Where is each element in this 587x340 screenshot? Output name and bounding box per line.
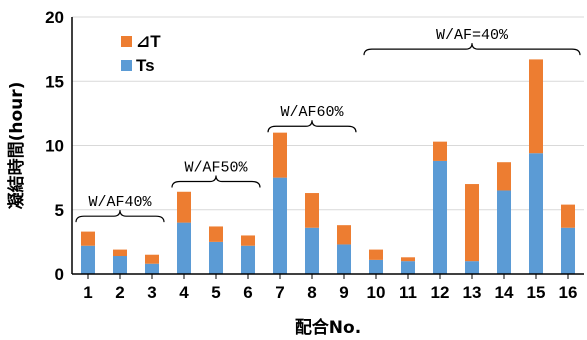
x-tick-label: 12 — [431, 283, 450, 302]
x-tick-label: 2 — [115, 283, 124, 302]
x-tick-label: 10 — [367, 283, 386, 302]
bar-ts — [145, 263, 159, 274]
bar-delta-t — [81, 231, 95, 246]
x-tick-label: 14 — [495, 283, 514, 302]
bar-ts — [465, 261, 479, 274]
bar-delta-t — [337, 225, 351, 245]
bar-delta-t — [529, 59, 543, 154]
bar-delta-t — [433, 141, 447, 161]
bar-ts — [113, 256, 127, 274]
bar-ts — [273, 177, 287, 274]
x-tick-label: 9 — [339, 283, 348, 302]
bar-delta-t — [561, 204, 575, 228]
bar-ts — [305, 227, 319, 274]
bar-ts — [241, 245, 255, 274]
annotation-bracket — [267, 120, 357, 133]
annotation-label: W/AF40% — [88, 194, 152, 211]
annotation-bracket — [363, 43, 581, 56]
x-axis-title: 配合No. — [295, 317, 361, 338]
annotation-label: W/AF50% — [184, 159, 248, 176]
bar-delta-t — [177, 191, 191, 223]
x-tick-label: 7 — [275, 283, 284, 302]
legend-swatch — [121, 36, 132, 47]
legend-label: Ts — [136, 56, 155, 75]
bar-delta-t — [209, 226, 223, 242]
bar-ts — [81, 245, 95, 274]
bar-delta-t — [241, 235, 255, 246]
annotation-bracket — [171, 175, 261, 188]
bar-ts — [369, 259, 383, 274]
y-tick-label: 20 — [45, 8, 64, 27]
bar-delta-t — [305, 193, 319, 228]
bar-delta-t — [369, 249, 383, 260]
bar-delta-t — [465, 184, 479, 262]
y-tick-label: 10 — [45, 137, 64, 156]
y-tick-label: 5 — [55, 201, 64, 220]
bar-ts — [209, 241, 223, 274]
x-tick-label: 8 — [307, 283, 316, 302]
annotation-label: W/AF60% — [280, 104, 344, 121]
x-tick-label: 1 — [83, 283, 92, 302]
annotation-label: W/AF=40% — [436, 27, 509, 44]
bar-delta-t — [273, 132, 287, 178]
annotations: W/AF40% W/AF50% W/AF60% W/AF=40% — [75, 27, 581, 223]
x-tick-label: 11 — [399, 283, 417, 302]
bar-ts — [561, 227, 575, 274]
x-tick-label: 5 — [211, 283, 220, 302]
annotation-bracket — [75, 210, 165, 223]
y-tick-label: 15 — [45, 72, 64, 91]
bar-delta-t — [113, 249, 127, 257]
legend: ⊿T Ts — [121, 32, 161, 75]
y-axis-title: 凝結時間(hour) — [6, 82, 27, 210]
x-tick-label: 4 — [179, 283, 189, 302]
bar-ts — [529, 153, 543, 274]
legend-swatch — [121, 60, 132, 71]
bar-delta-t — [145, 254, 159, 264]
x-tick-label: 16 — [559, 283, 578, 302]
legend-label: ⊿T — [136, 32, 161, 51]
x-tick-label: 6 — [243, 283, 252, 302]
bar-ts — [497, 190, 511, 274]
bar-ts — [401, 261, 415, 274]
y-tick-label: 0 — [55, 265, 64, 284]
x-tick-label: 15 — [527, 283, 546, 302]
bar-ts — [177, 222, 191, 274]
bar-delta-t — [401, 257, 415, 262]
axes — [71, 17, 584, 279]
bar-ts — [433, 160, 447, 274]
bar-delta-t — [497, 162, 511, 191]
bars — [81, 59, 575, 274]
x-tick-label: 13 — [463, 283, 482, 302]
x-tick-label: 3 — [147, 283, 156, 302]
bar-ts — [337, 244, 351, 274]
